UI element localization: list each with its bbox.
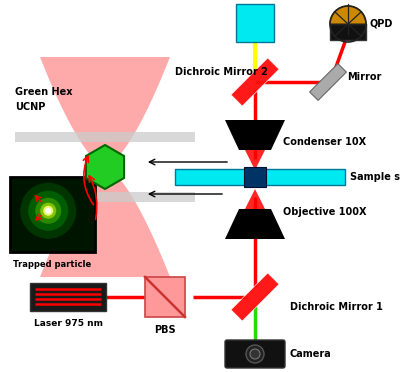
Text: Dichroic Mirror 1: Dichroic Mirror 1: [290, 302, 383, 312]
FancyBboxPatch shape: [330, 24, 366, 40]
FancyBboxPatch shape: [145, 277, 185, 317]
Polygon shape: [40, 57, 170, 167]
FancyBboxPatch shape: [236, 4, 274, 42]
Text: Green Hex: Green Hex: [15, 87, 72, 97]
FancyBboxPatch shape: [10, 177, 95, 252]
Polygon shape: [245, 150, 265, 170]
Text: Sample stage: Sample stage: [350, 172, 400, 182]
Circle shape: [28, 191, 68, 231]
Circle shape: [43, 206, 53, 216]
Polygon shape: [231, 58, 279, 106]
Polygon shape: [310, 64, 346, 100]
Circle shape: [250, 349, 260, 359]
FancyBboxPatch shape: [244, 167, 266, 187]
Polygon shape: [231, 273, 279, 321]
Polygon shape: [245, 189, 265, 209]
Text: QPD: QPD: [370, 19, 393, 29]
Wedge shape: [330, 6, 366, 24]
FancyBboxPatch shape: [15, 192, 195, 202]
Text: Condenser 10X: Condenser 10X: [283, 137, 366, 147]
Polygon shape: [40, 167, 170, 277]
Polygon shape: [225, 120, 285, 150]
Text: Camera: Camera: [290, 349, 332, 359]
Text: Trapped particle: Trapped particle: [13, 260, 92, 269]
FancyBboxPatch shape: [30, 283, 106, 311]
Text: PBS: PBS: [154, 325, 176, 335]
Text: Laser 975 nm: Laser 975 nm: [34, 319, 102, 328]
Polygon shape: [86, 145, 124, 189]
Circle shape: [245, 287, 265, 307]
FancyBboxPatch shape: [175, 169, 345, 185]
Text: Mirror: Mirror: [347, 72, 381, 82]
Circle shape: [40, 203, 56, 219]
Circle shape: [45, 208, 51, 214]
Text: Dichroic Mirror 2: Dichroic Mirror 2: [175, 67, 268, 77]
Text: Objective 100X: Objective 100X: [283, 207, 366, 217]
FancyBboxPatch shape: [15, 132, 195, 142]
Circle shape: [35, 198, 61, 224]
Circle shape: [245, 72, 265, 92]
Circle shape: [246, 345, 264, 363]
Text: UCNP: UCNP: [15, 102, 45, 112]
Polygon shape: [225, 209, 285, 239]
FancyBboxPatch shape: [225, 340, 285, 368]
Circle shape: [20, 183, 76, 239]
